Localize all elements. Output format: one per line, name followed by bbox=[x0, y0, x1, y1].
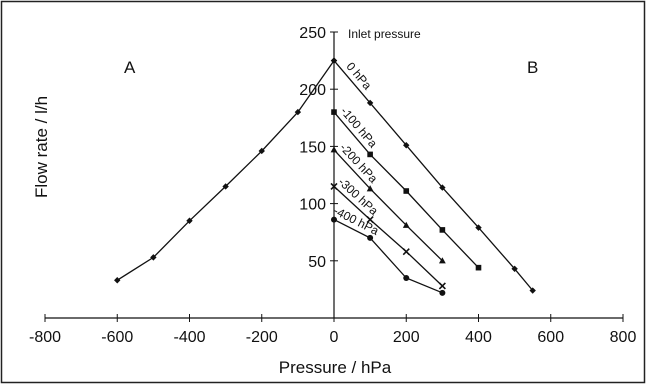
x-tick-label: 200 bbox=[393, 329, 420, 346]
data-point bbox=[403, 274, 410, 281]
data-point bbox=[475, 264, 482, 271]
data-point bbox=[186, 217, 193, 224]
data-point bbox=[367, 151, 373, 158]
series-line bbox=[333, 219, 443, 294]
series-line bbox=[333, 185, 443, 287]
data-point bbox=[438, 282, 446, 290]
data-point bbox=[511, 265, 518, 273]
x-tick-label: -600 bbox=[101, 329, 133, 346]
data-point bbox=[366, 216, 374, 224]
data-point bbox=[402, 221, 410, 228]
labels-layer: Inlet pressure A B Pressure / hPa Flow r… bbox=[32, 27, 538, 377]
x-tick-label: 600 bbox=[537, 329, 564, 346]
data-point bbox=[294, 108, 302, 116]
x-tick-label: 400 bbox=[465, 329, 492, 346]
x-tick-label: 800 bbox=[610, 329, 637, 346]
region-label-b: B bbox=[527, 58, 538, 77]
data-point bbox=[403, 142, 410, 149]
y-tick-label: 50 bbox=[308, 254, 326, 271]
data-point bbox=[438, 257, 446, 264]
data-point bbox=[366, 99, 374, 107]
data-point bbox=[114, 277, 121, 284]
series-line bbox=[333, 149, 443, 262]
data-point bbox=[403, 188, 410, 194]
data-point bbox=[330, 182, 338, 191]
y-axis-title: Flow rate / l/h bbox=[32, 96, 51, 198]
y-tick-label: 150 bbox=[299, 139, 326, 156]
y-tick-label: 250 bbox=[299, 25, 326, 42]
data-point bbox=[222, 183, 229, 190]
data-point bbox=[439, 289, 446, 296]
axes: -800 -600 -400 -200 0 200 400 600 80050100150200… bbox=[29, 25, 636, 346]
data-point bbox=[439, 227, 446, 233]
data-point bbox=[367, 234, 374, 241]
data-point bbox=[475, 224, 482, 231]
x-tick-label: 0 bbox=[330, 329, 339, 346]
region-label-a: A bbox=[124, 58, 136, 77]
data-point bbox=[402, 248, 410, 256]
data-point bbox=[258, 147, 265, 155]
data-point bbox=[439, 184, 446, 191]
data-point bbox=[529, 287, 536, 294]
x-axis-title: Pressure / hPa bbox=[279, 358, 392, 377]
x-tick-label: -800 bbox=[29, 329, 61, 346]
x-tick-label: -200 bbox=[246, 329, 278, 346]
data-point bbox=[150, 254, 157, 261]
data-point bbox=[331, 216, 337, 223]
data-point bbox=[331, 109, 337, 115]
data-point bbox=[330, 146, 338, 153]
data-point bbox=[366, 185, 374, 192]
y-tick-label: 100 bbox=[299, 197, 326, 214]
inlet-pressure-annotation: Inlet pressure bbox=[348, 27, 421, 41]
x-tick-label: -400 bbox=[173, 329, 205, 346]
data-point bbox=[330, 57, 338, 64]
